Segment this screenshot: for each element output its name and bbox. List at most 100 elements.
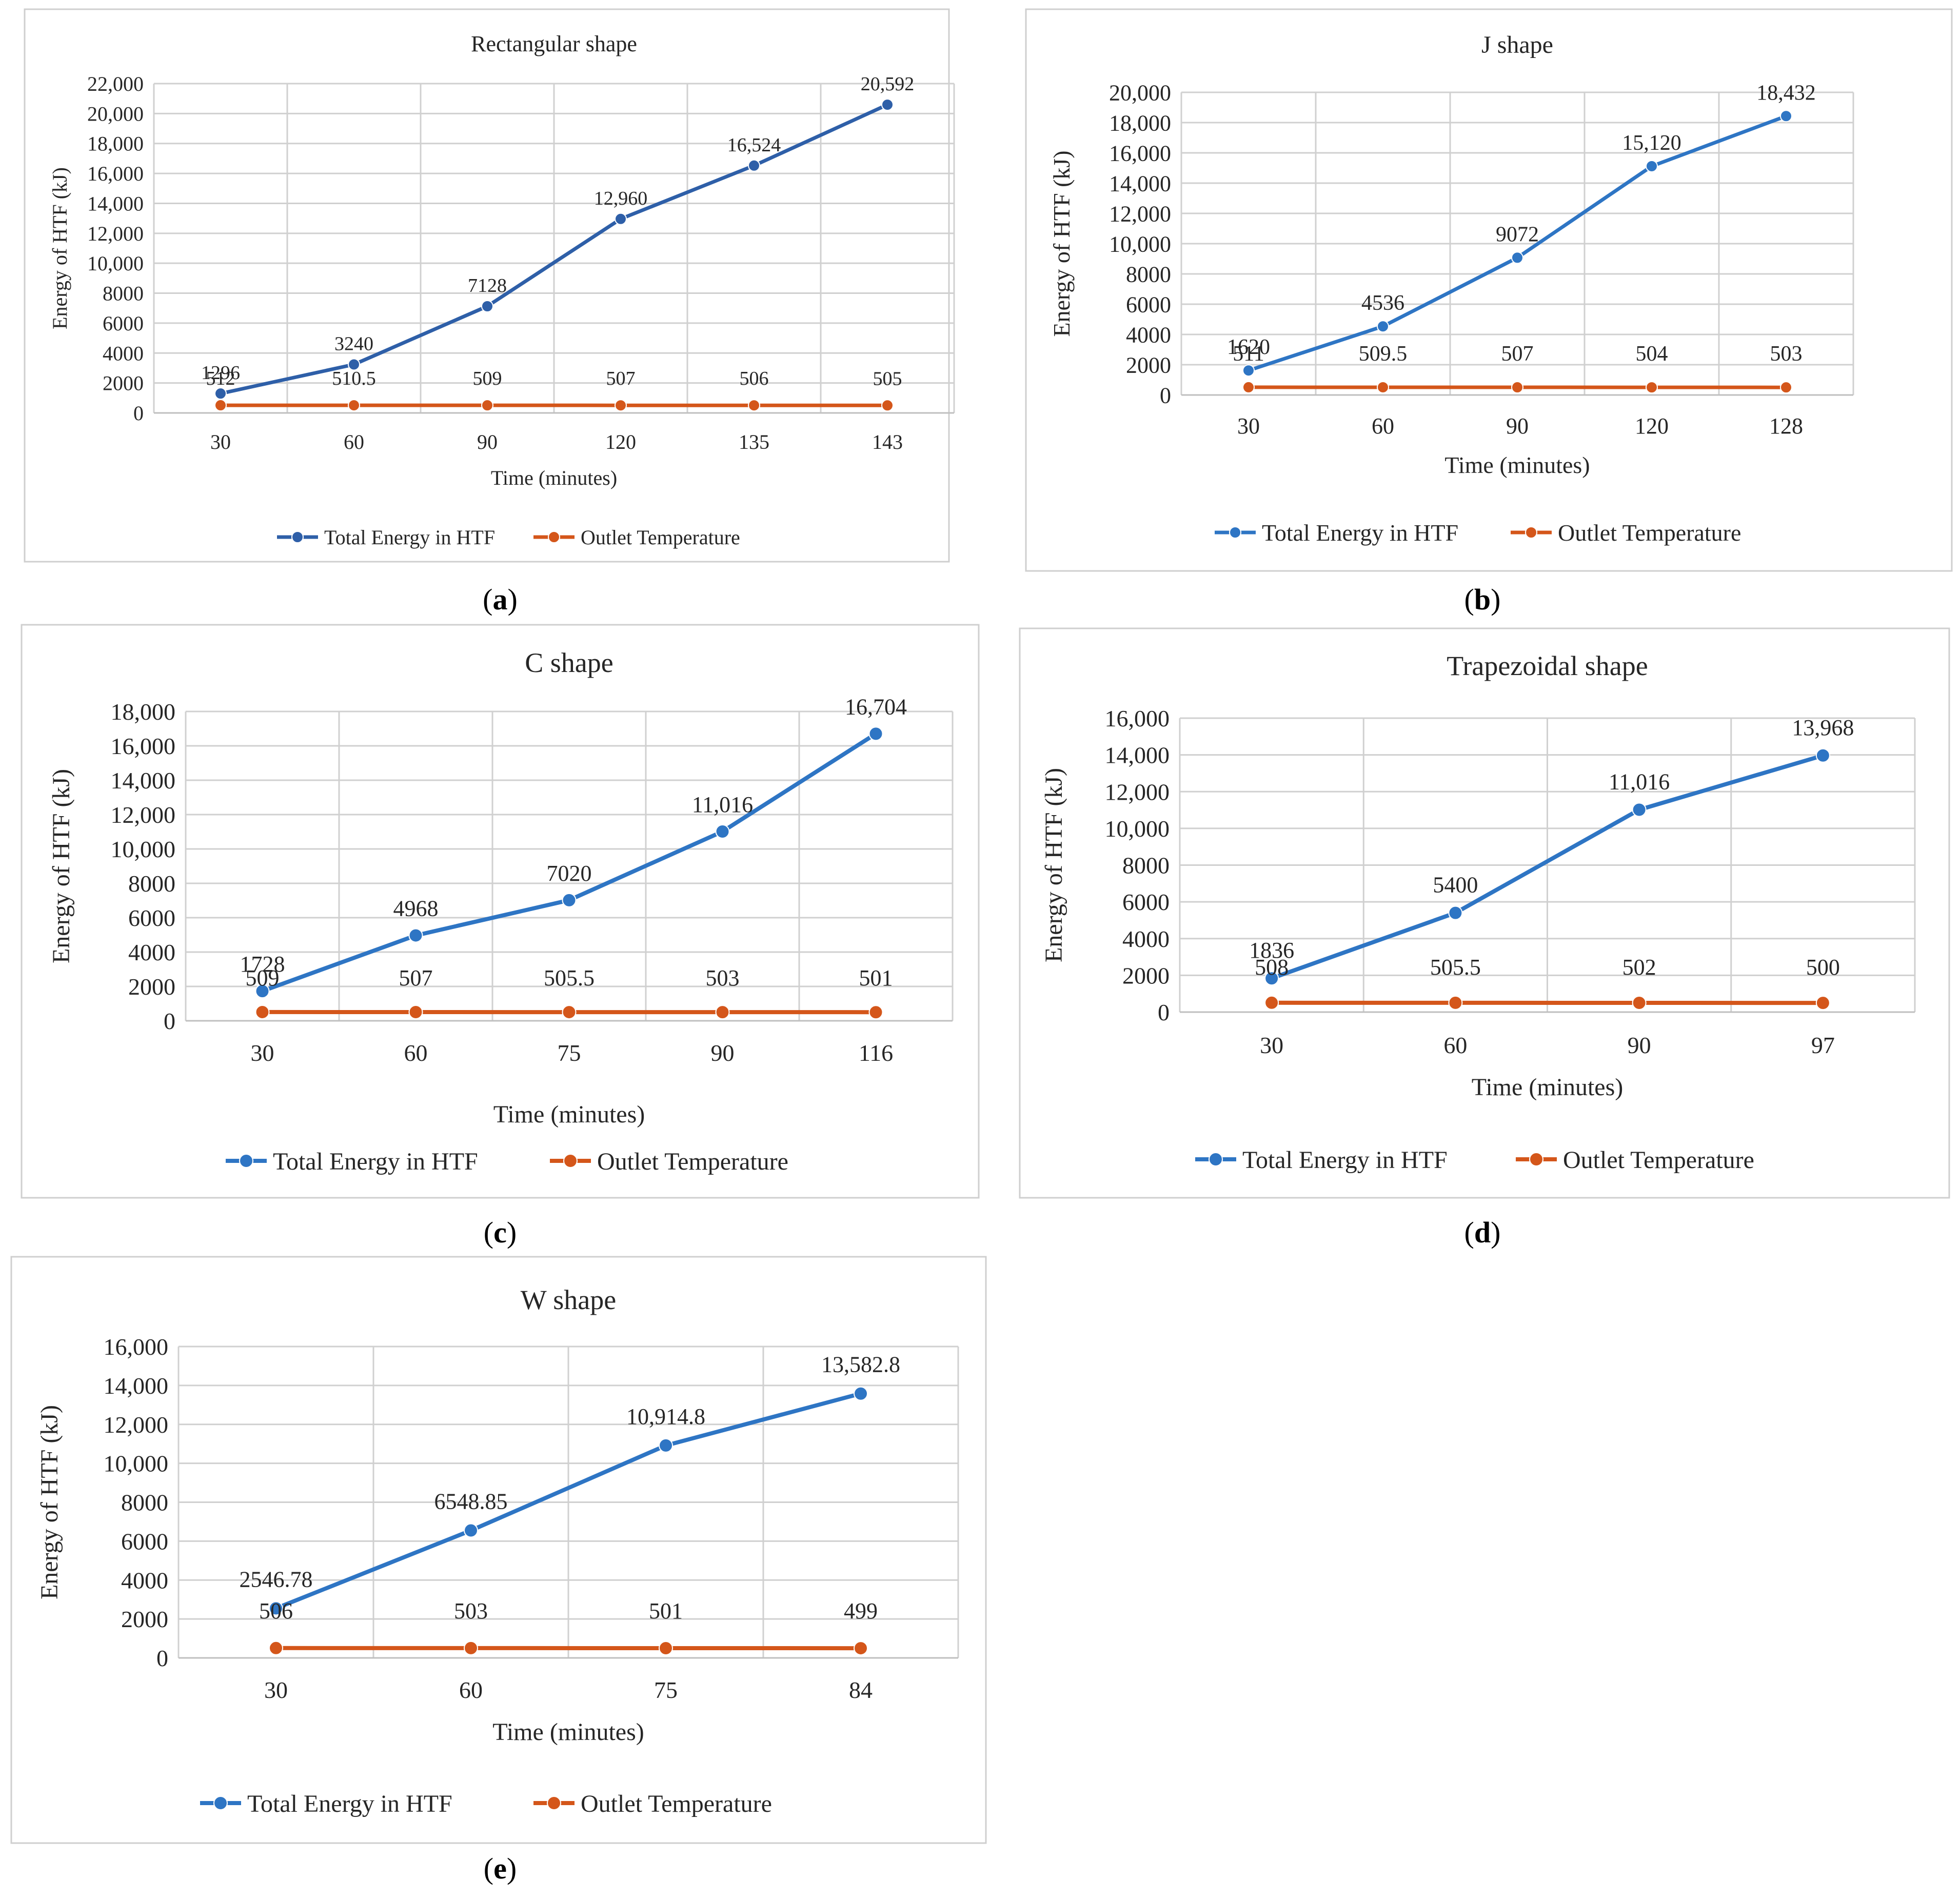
- chart-title: Trapezoidal shape: [1447, 650, 1648, 681]
- chart-panel-a: Rectangular shape 0 2000 4000 6000 8000 10,000…: [24, 8, 955, 563]
- series-total-energy-data-label: 16,524: [727, 134, 781, 156]
- x-tick-label: 60: [1443, 1032, 1467, 1058]
- chart-frame: [24, 8, 950, 563]
- legend-label: Total Energy in HTF: [273, 1148, 478, 1175]
- series-total-energy-data-label: 3240: [334, 333, 373, 354]
- legend-label: Total Energy in HTF: [1242, 1146, 1448, 1174]
- legend-label: Outlet Temperature: [1563, 1146, 1754, 1174]
- x-tick-label: 116: [859, 1040, 893, 1066]
- series-total-energy-data-label: 10,914.8: [626, 1404, 705, 1429]
- series-outlet-temperature-data-label: 505.5: [544, 965, 595, 991]
- series-total-energy-point: [269, 1601, 283, 1616]
- y-tick-label: 4000: [121, 1567, 168, 1593]
- series-outlet-temperature-point: [868, 1005, 883, 1020]
- chart-frame: [10, 1256, 987, 1844]
- y-tick-label: 4000: [1126, 322, 1171, 347]
- series-outlet-temperature-point: [854, 1641, 868, 1656]
- chart-panel-b: J shape 0 2000 4000 6000 8000 10,000 12,000 14,0…: [1025, 8, 1953, 572]
- series-outlet-temperature-point: [615, 399, 627, 412]
- series-total-energy-point: [659, 1438, 673, 1453]
- series-total-energy-point: [481, 300, 493, 312]
- series-total-energy-data-label: 1620: [1227, 335, 1270, 359]
- chart-panel-c: C shape 0 2000 4000 6000 8000 10,000 12,000 14,0…: [21, 624, 980, 1199]
- x-tick-label: 90: [711, 1040, 735, 1066]
- chart-frame: [1025, 8, 1953, 572]
- legend-swatch-marker: [291, 531, 304, 543]
- series-outlet-temperature-point: [348, 399, 360, 412]
- series-total-energy-data-label: 15,120: [1622, 131, 1681, 155]
- panel-caption: (b): [1464, 583, 1501, 616]
- series-total-energy-point: [1448, 905, 1463, 920]
- x-tick-label: 30: [264, 1677, 288, 1703]
- series-total-energy-data-label: 18,432: [1756, 81, 1816, 105]
- series-total-energy-data-label: 12,960: [594, 188, 648, 209]
- series-outlet-temperature-data-label: 509: [246, 965, 280, 991]
- y-tick-label: 12,000: [1105, 779, 1170, 805]
- chart-panel-e: W shape 0 2000 4000 6000 8000 10,000 12,000 14,0…: [10, 1256, 987, 1844]
- panel-caption-letter: a: [493, 583, 508, 616]
- series-outlet-temperature-data-label: 509.5: [1359, 342, 1408, 366]
- series-total-energy-point: [464, 1523, 478, 1538]
- series-outlet-temperature-point: [1264, 995, 1279, 1010]
- series-outlet-temperature-point: [748, 399, 760, 412]
- y-tick-label: 14,000: [111, 767, 176, 794]
- panel-caption: (c): [484, 1216, 517, 1249]
- x-tick-label: 60: [344, 430, 364, 453]
- x-axis-label: Time (minutes): [1444, 452, 1590, 478]
- series-total-energy-data-label: 11,016: [692, 792, 753, 817]
- series-total-energy-data-label: 4968: [393, 896, 439, 921]
- series-outlet-temperature-data-label: 506: [740, 368, 769, 389]
- panel-caption-letter: b: [1474, 583, 1491, 616]
- chart-frame: [21, 624, 980, 1199]
- x-tick-label: 60: [459, 1677, 483, 1703]
- chart-panel-d: Trapezoidal shape 0 2000 4000 6000 8000 10,000…: [1019, 627, 1950, 1199]
- y-tick-label: 12,000: [104, 1412, 169, 1438]
- x-tick-label: 30: [251, 1040, 274, 1066]
- series-total-energy-point: [562, 893, 577, 907]
- series-total-energy-line: [275, 1391, 862, 1611]
- series-outlet-temperature-data-label: 503: [1770, 342, 1803, 366]
- legend-total-energy: Total Energy in HTF: [200, 1790, 452, 1817]
- series-outlet-temperature-data-label: 507: [399, 965, 433, 991]
- legend-label: Outlet Temperature: [597, 1148, 788, 1175]
- series-total-energy-data-label: 9072: [1496, 223, 1539, 246]
- y-tick-label: 20,000: [1109, 80, 1171, 105]
- legend-outlet-temperature: Outlet Temperature: [1511, 520, 1741, 546]
- series-total-energy-data-label: 4536: [1361, 291, 1404, 315]
- y-tick-label: 18,000: [1109, 110, 1171, 135]
- x-tick-label: 60: [1372, 413, 1394, 439]
- y-tick-label: 8000: [121, 1490, 168, 1516]
- panel-caption-letter: e: [493, 1852, 507, 1885]
- y-tick-label: 4000: [128, 939, 175, 965]
- y-tick-label: 6000: [121, 1528, 168, 1554]
- series-total-energy-point: [1264, 971, 1279, 986]
- panel-caption-letter: c: [493, 1216, 507, 1249]
- y-tick-label: 2000: [1122, 962, 1170, 988]
- series-outlet-temperature-point: [881, 399, 894, 412]
- series-outlet-temperature-data-label: 509: [473, 368, 502, 389]
- y-tick-label: 14,000: [104, 1373, 169, 1399]
- y-axis-label: Energy of HTF (kJ): [48, 167, 71, 329]
- chart-title: Rectangular shape: [471, 31, 637, 56]
- series-total-energy-point: [881, 98, 894, 111]
- y-tick-label: 18,000: [87, 132, 144, 155]
- series-total-energy-point: [1815, 748, 1830, 763]
- series-outlet-temperature-point: [408, 1005, 423, 1020]
- series-total-energy-point: [1780, 110, 1792, 123]
- series-outlet-temperature-data-label: 507: [606, 368, 636, 389]
- legend-swatch-marker: [548, 531, 560, 543]
- y-tick-label: 10,000: [104, 1451, 169, 1477]
- y-axis-label: Energy of HTF (kJ): [1048, 150, 1075, 337]
- panel-caption: (a): [483, 583, 518, 616]
- legend-swatch-marker: [1529, 1152, 1543, 1166]
- y-tick-label: 8000: [103, 282, 144, 305]
- series-total-energy-point: [854, 1386, 868, 1401]
- x-tick-label: 97: [1811, 1032, 1835, 1058]
- y-tick-label: 6000: [103, 312, 144, 335]
- legend-swatch-marker: [547, 1796, 561, 1810]
- series-outlet-temperature-point: [1511, 381, 1523, 394]
- y-tick-label: 16,000: [111, 733, 176, 759]
- x-axis-label: Time (minutes): [493, 1101, 645, 1128]
- y-tick-label: 2000: [1126, 352, 1171, 378]
- y-tick-label: 8000: [128, 871, 175, 897]
